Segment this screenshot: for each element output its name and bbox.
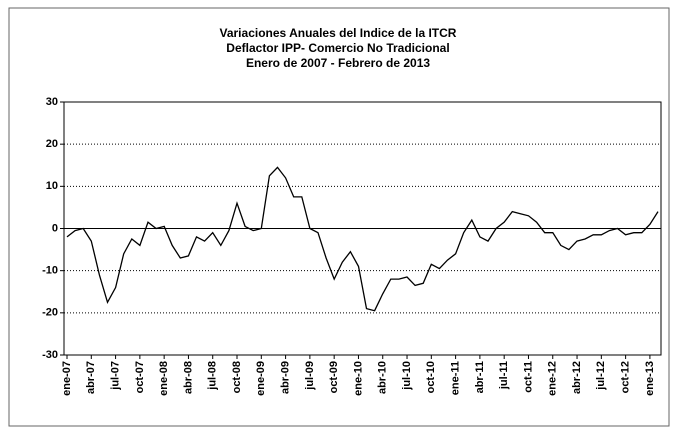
- x-tick-label: jul-08: [207, 361, 219, 391]
- line: [66, 166, 659, 312]
- chart-subtitle: Deflactor IPP- Comercio No Tradicional: [226, 41, 449, 55]
- y-tick-label: 20: [46, 138, 58, 150]
- x-tick-label: oct-12: [620, 361, 632, 393]
- x-tick-label: ene-07: [61, 361, 73, 396]
- x-tick-label: oct-08: [231, 361, 243, 393]
- x-tick-label: abr-10: [377, 361, 389, 394]
- x-tick-label: ene-13: [644, 361, 656, 396]
- y-tick-label: -10: [42, 265, 58, 277]
- chart-subtitle: Enero de 2007 - Febrero de 2013: [246, 56, 430, 70]
- x-tick-label: ene-09: [255, 361, 267, 396]
- x-tick-label: abr-11: [474, 361, 486, 393]
- chart-title: Variaciones Anuales del Indice de la ITC…: [220, 26, 457, 40]
- x-tick-label: abr-12: [571, 361, 583, 394]
- x-tick-label: abr-07: [85, 361, 97, 394]
- x-tick-label: ene-10: [352, 361, 364, 396]
- x-tick-label: jul-10: [401, 361, 413, 391]
- chart-frame: [8, 7, 670, 427]
- x-tick-label: oct-07: [134, 361, 146, 393]
- y-tick-label: -30: [42, 349, 58, 361]
- y-tick-label: 0: [52, 222, 58, 234]
- x-tick-label: jul-09: [304, 361, 316, 391]
- x-tick-label: ene-08: [158, 361, 170, 396]
- x-tick-label: jul-12: [595, 361, 607, 391]
- x-tick-label: ene-11: [450, 361, 462, 395]
- y-tick-label: -20: [42, 307, 58, 319]
- x-tick-label: ene-12: [547, 361, 559, 396]
- x-tick-label: jul-07: [109, 361, 121, 391]
- y-tick-label: 10: [46, 180, 58, 192]
- x-tick-label: oct-10: [425, 361, 437, 393]
- x-tick-label: jul-11: [498, 361, 510, 390]
- x-tick-label: oct-09: [328, 361, 340, 393]
- x-tick-label: abr-09: [279, 361, 291, 394]
- x-tick-label: oct-11: [522, 361, 534, 393]
- x-tick-label: abr-08: [182, 361, 194, 394]
- y-tick-label: 30: [46, 96, 58, 108]
